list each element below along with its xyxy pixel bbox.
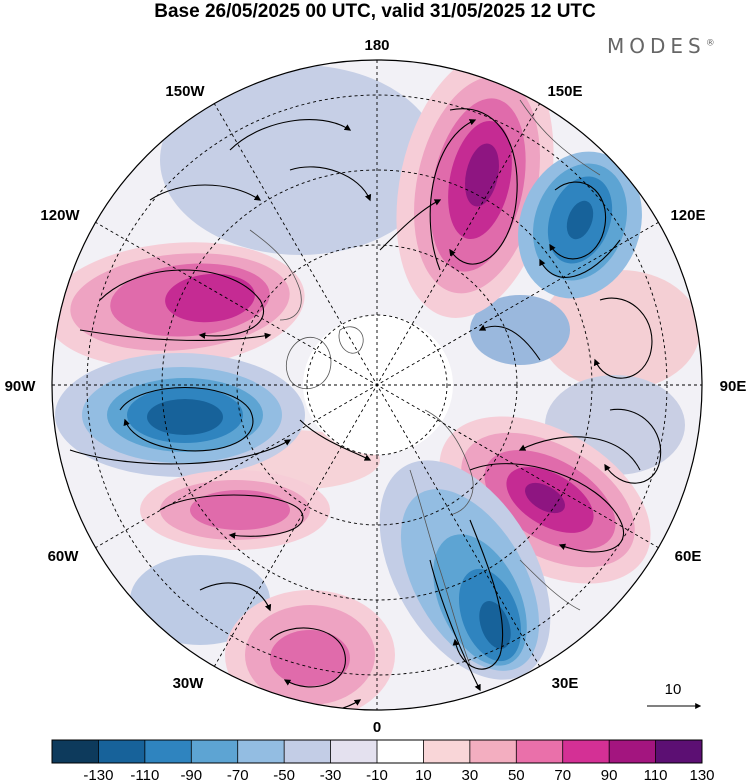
colorbar-swatch [284,740,331,763]
colorbar-swatch [330,740,378,763]
colorbar-swatch [237,740,285,763]
colorbar-tick-label: -30 [320,767,342,783]
lon-label-30e: 30E [552,675,579,692]
anomaly-mediterranean-low [379,460,551,680]
colorbar-swatch [609,740,656,763]
anomaly-east-siberia-low [518,151,642,299]
lon-label-150w: 150W [165,83,205,100]
map-boundary [51,59,703,711]
vector-scale-value: 10 [665,681,682,698]
lon-label-60w: 60W [48,548,80,565]
colorbar-swatch [52,740,99,763]
colorbar-swatch [98,740,146,763]
lon-label-150e: 150E [547,83,582,100]
colorbar-tick-label: -90 [180,767,202,783]
longitude-labels: 180 150E 120E 90E 60E 30E 0 30W 60W 90W … [5,37,747,736]
coastlines [249,99,601,666]
colorbar-tick-label: 110 [644,767,668,783]
colorbar-tick-label: -70 [227,767,249,783]
anomaly-ne-atlantic-high [225,590,395,710]
colorbar-tick-label: -110 [130,767,159,783]
colorbar-tick-label: 70 [554,767,571,783]
chart-title: Base 26/05/2025 00 UTC, valid 31/05/2025… [154,1,596,22]
anomaly-field [52,60,702,710]
colorbar-tick-label: 130 [689,767,714,783]
weak-positive-central-siberia [540,270,700,390]
lon-label-0: 0 [373,719,381,736]
colorbar-swatch [655,740,703,763]
anomaly-hudson-low [55,353,305,477]
colorbar-tick-label: -10 [366,767,388,783]
wind-streamlines [69,108,662,710]
colorbar-tick-label: -130 [83,767,113,783]
colorbar-swatch [377,740,424,763]
colorbar-tick-label: 50 [508,767,525,783]
colorbar-tick-label: -50 [273,767,295,783]
lon-label-60e: 60E [675,548,702,565]
colorbar-swatch [469,740,517,763]
lon-label-180: 180 [364,37,389,54]
lon-label-120w: 120W [40,207,80,224]
anomaly-alaska-high [52,242,305,368]
lon-label-30w: 30W [173,675,205,692]
colorbar-swatch [191,740,239,763]
lon-label-90w: 90W [5,378,37,395]
colorbar-tick-label: 90 [601,767,618,783]
colorbar: -130 -110 -90 -70 -50 -30 -10 10 30 50 70 90 110 130 [51,739,715,783]
colorbar-swatch [423,740,471,763]
anomaly-nw-atlantic-high [140,470,330,550]
central-atlantic-low [130,555,270,645]
vector-scale: 10 [647,681,702,709]
anomaly-bering-high [396,60,554,318]
lon-label-120e: 120E [670,207,705,224]
modes-logo: MODES® [607,34,715,58]
colorbar-swatch [516,740,564,763]
colorbar-swatch [144,740,192,763]
weak-negative-inner [470,295,570,365]
colorbar-tick-label: 10 [415,767,432,783]
colorbar-tick-label: 30 [462,767,479,783]
graticule [52,60,702,710]
colorbar-swatch [562,740,610,763]
lon-label-90e: 90E [720,378,747,395]
weak-negative-nw [160,65,440,255]
